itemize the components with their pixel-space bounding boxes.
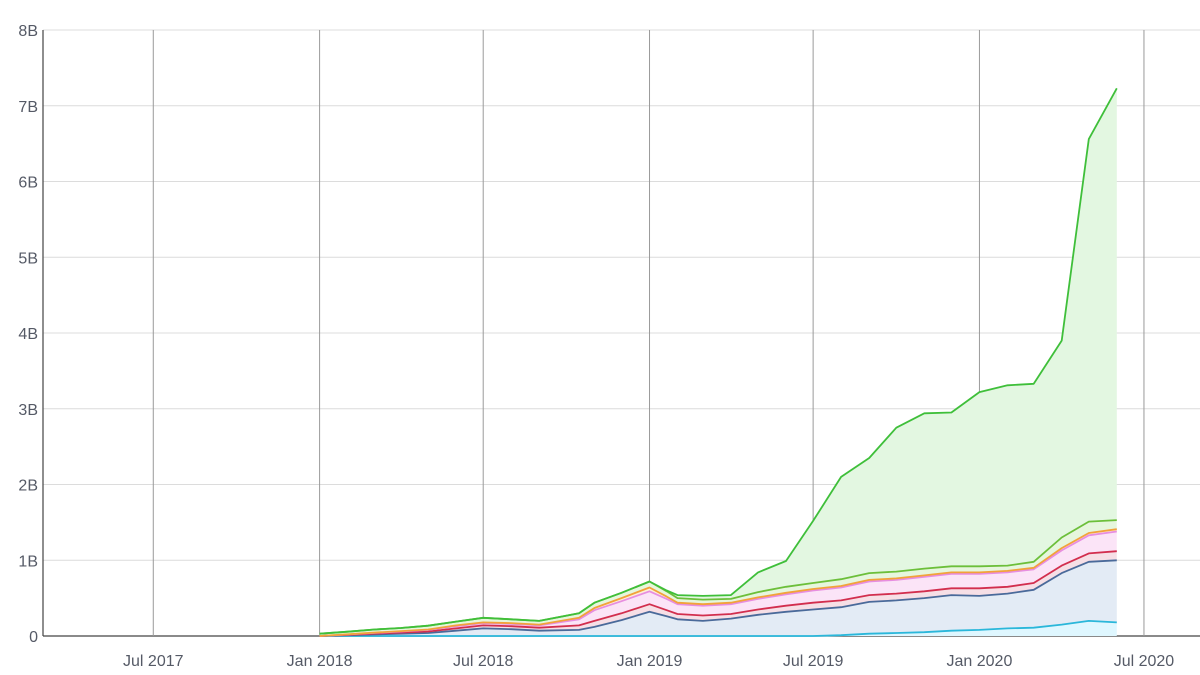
chart-series-lines [319, 87, 1118, 637]
chart-gridlines [42, 29, 1200, 637]
y-tick-label: 7B [18, 99, 38, 116]
y-axis-tick-labels: 0 1B 2B 3B 4B 5B 6B 7B 8B [18, 23, 38, 646]
series-1-line [319, 620, 1117, 637]
x-tick-label: Jan 2018 [287, 653, 353, 670]
series-3-line [319, 550, 1117, 637]
y-tick-label: 2B [18, 478, 38, 495]
x-tick-label: Jul 2018 [453, 653, 514, 670]
x-tick-label: Jan 2020 [947, 653, 1013, 670]
y-tick-label: 5B [18, 250, 38, 267]
x-axis-tick-labels: Jul 2017 Jan 2018 Jul 2018 Jan 2019 Jul 2019… [123, 653, 1174, 670]
chart-series-areas [319, 88, 1117, 636]
series-1-area [319, 620, 1117, 636]
y-tick-label: 6B [18, 175, 38, 192]
series-7-line [319, 87, 1118, 635]
x-tick-label: Jul 2019 [783, 653, 844, 670]
y-tick-label: 0 [29, 629, 38, 646]
series-4-area [319, 531, 1117, 636]
y-tick-label: 8B [18, 23, 38, 40]
x-tick-label: Jul 2017 [123, 653, 184, 670]
series-7-area [319, 88, 1117, 634]
y-tick-label: 1B [18, 553, 38, 570]
series-2-area [319, 560, 1117, 636]
x-tick-label: Jul 2020 [1114, 653, 1175, 670]
series-2-line [319, 559, 1117, 637]
series-5-line [319, 528, 1117, 637]
x-tick-label: Jan 2019 [617, 653, 683, 670]
y-tick-label: 3B [18, 402, 38, 419]
y-tick-label: 4B [18, 326, 38, 343]
